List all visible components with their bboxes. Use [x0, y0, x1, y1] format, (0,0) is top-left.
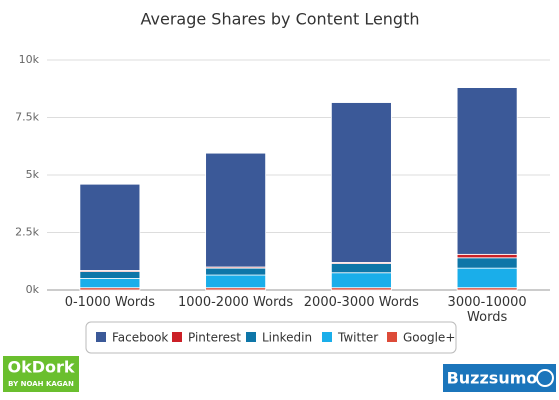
bar-segment	[456, 87, 518, 255]
bar-segment	[330, 272, 392, 289]
x-tick-label: 0-1000 Words	[64, 295, 156, 310]
legend-swatch	[96, 332, 106, 342]
bar-segment	[205, 152, 267, 268]
logo-sub: BY NOAH KAGAN	[8, 380, 74, 388]
x-tick-label: 3000-10000 Words	[447, 295, 527, 325]
chart-title: Average Shares by Content Length	[141, 10, 420, 29]
legend-label: Twitter	[337, 331, 378, 345]
y-tick-label: 5k	[26, 168, 40, 181]
legend-label: Facebook	[112, 331, 168, 345]
x-tick-label: 2000-3000 Words	[303, 295, 419, 310]
legend-swatch	[246, 332, 256, 342]
legend-swatch	[387, 332, 397, 342]
bar-segment	[205, 267, 267, 276]
bar-segment	[205, 274, 267, 289]
logo: Buzzsumo	[447, 369, 538, 388]
legend-label: Linkedin	[262, 331, 312, 345]
bar-segment	[456, 267, 518, 289]
legend-label: Google+	[403, 331, 455, 345]
bar-segment	[79, 183, 141, 271]
logo-bg	[3, 356, 79, 392]
y-tick-label: 0k	[26, 283, 40, 296]
bar-segment	[456, 257, 518, 269]
bar-segment	[330, 263, 392, 274]
legend-swatch	[172, 332, 182, 342]
bar-segment	[456, 253, 518, 259]
bar-segment	[330, 102, 392, 263]
logo-icon	[536, 369, 554, 387]
bar-segment	[79, 271, 141, 279]
logo: OkDork	[7, 358, 74, 377]
bar-segment	[79, 278, 141, 289]
legend-box	[85, 321, 457, 354]
legend-swatch	[322, 332, 332, 342]
y-tick-label: 2.5k	[15, 226, 39, 239]
x-tick-label: 1000-2000 Words	[178, 295, 294, 310]
y-tick-label: 7.5k	[15, 111, 39, 124]
y-tick-label: 10k	[19, 53, 40, 66]
legend-label: Pinterest	[188, 331, 241, 345]
